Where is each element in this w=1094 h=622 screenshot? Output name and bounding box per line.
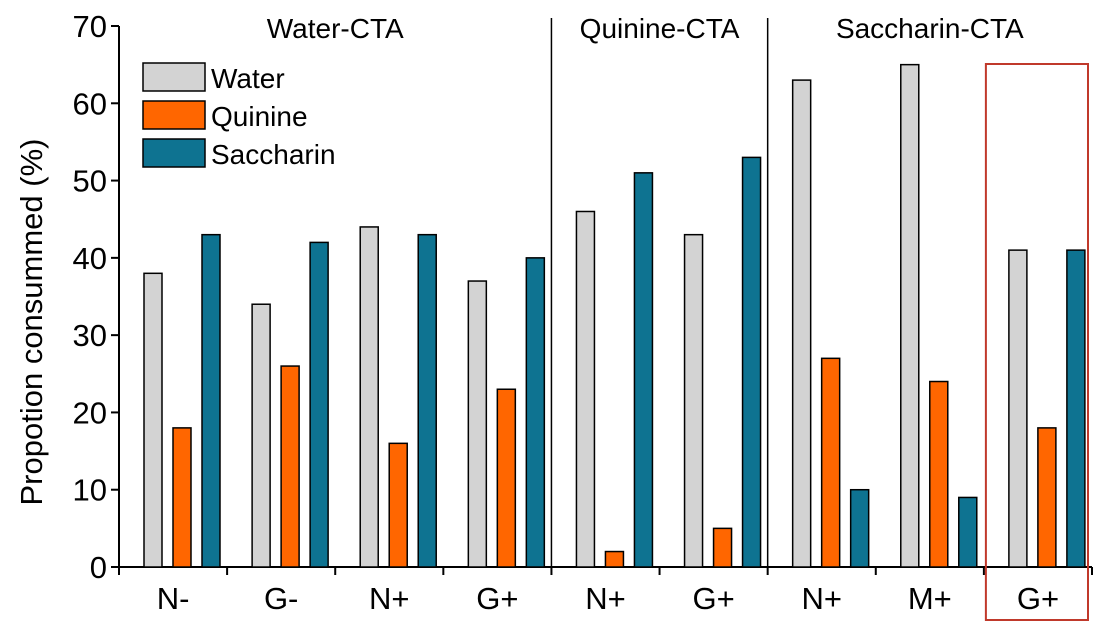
y-tick-label: 30 xyxy=(73,318,107,353)
bar-quinine xyxy=(712,527,733,568)
bar-water xyxy=(1008,249,1028,568)
legend-label: Saccharin xyxy=(211,139,336,170)
bar-saccharin xyxy=(417,233,437,568)
x-tick-label: N+ xyxy=(585,581,626,616)
legend-label: Quinine xyxy=(211,101,308,132)
bar-water xyxy=(251,303,271,568)
x-tick-label: G+ xyxy=(693,581,735,616)
y-axis-label: Propotion consummed (%) xyxy=(14,139,49,506)
bar-quinine xyxy=(388,442,408,568)
group-label: Water-CTA xyxy=(267,13,404,44)
legend: Water Quinine Saccharin xyxy=(142,62,336,170)
bar-water xyxy=(467,280,488,568)
bars xyxy=(143,63,1086,568)
x-tick-label: N+ xyxy=(369,581,410,616)
bar-quinine xyxy=(1037,427,1057,568)
x-tick-label: N- xyxy=(157,581,190,616)
bar-quinine xyxy=(496,388,517,568)
x-tick-label: G+ xyxy=(1017,581,1059,616)
bar-water xyxy=(575,210,596,568)
bar-water xyxy=(683,233,704,568)
legend-label: Water xyxy=(211,63,285,94)
y-tick-label: 20 xyxy=(73,395,107,430)
bar-saccharin xyxy=(633,172,654,568)
x-tick-label: G+ xyxy=(476,581,518,616)
x-tick-label: N+ xyxy=(801,581,842,616)
bar-water xyxy=(143,272,163,568)
bar-saccharin xyxy=(849,488,870,568)
y-tick-label: 0 xyxy=(90,550,107,585)
legend-swatch xyxy=(142,100,206,130)
group-label: Quinine-CTA xyxy=(580,13,740,44)
bar-saccharin xyxy=(309,241,329,568)
x-tick-label: M+ xyxy=(908,581,952,616)
labels: 0 10 20 30 40 50 60 70 Water-CTA Quinine-CTA Sacch… xyxy=(73,9,1060,616)
bar-quinine xyxy=(929,380,949,568)
y-tick-label: 10 xyxy=(73,473,107,508)
legend-swatch xyxy=(142,62,206,92)
bar-quinine xyxy=(280,365,300,568)
y-tick-label: 60 xyxy=(73,86,107,121)
highlight-box xyxy=(984,63,1090,621)
y-tick-label: 40 xyxy=(73,241,107,276)
bar-quinine xyxy=(604,550,625,568)
x-tick-label: G- xyxy=(264,581,298,616)
bar-water xyxy=(791,79,812,568)
group-label: Saccharin-CTA xyxy=(836,13,1024,44)
bar-saccharin xyxy=(525,257,546,568)
y-tick-label: 70 xyxy=(73,9,107,44)
bar-quinine xyxy=(172,427,192,568)
bar-saccharin xyxy=(958,496,978,568)
y-tick-label: 50 xyxy=(73,164,107,199)
bar-water xyxy=(359,226,379,568)
bar-water xyxy=(900,63,920,568)
bar-saccharin xyxy=(741,156,762,568)
bar-quinine xyxy=(820,357,841,568)
bar-saccharin xyxy=(1066,249,1086,568)
legend-swatch xyxy=(142,138,206,168)
bar-saccharin xyxy=(201,233,221,568)
